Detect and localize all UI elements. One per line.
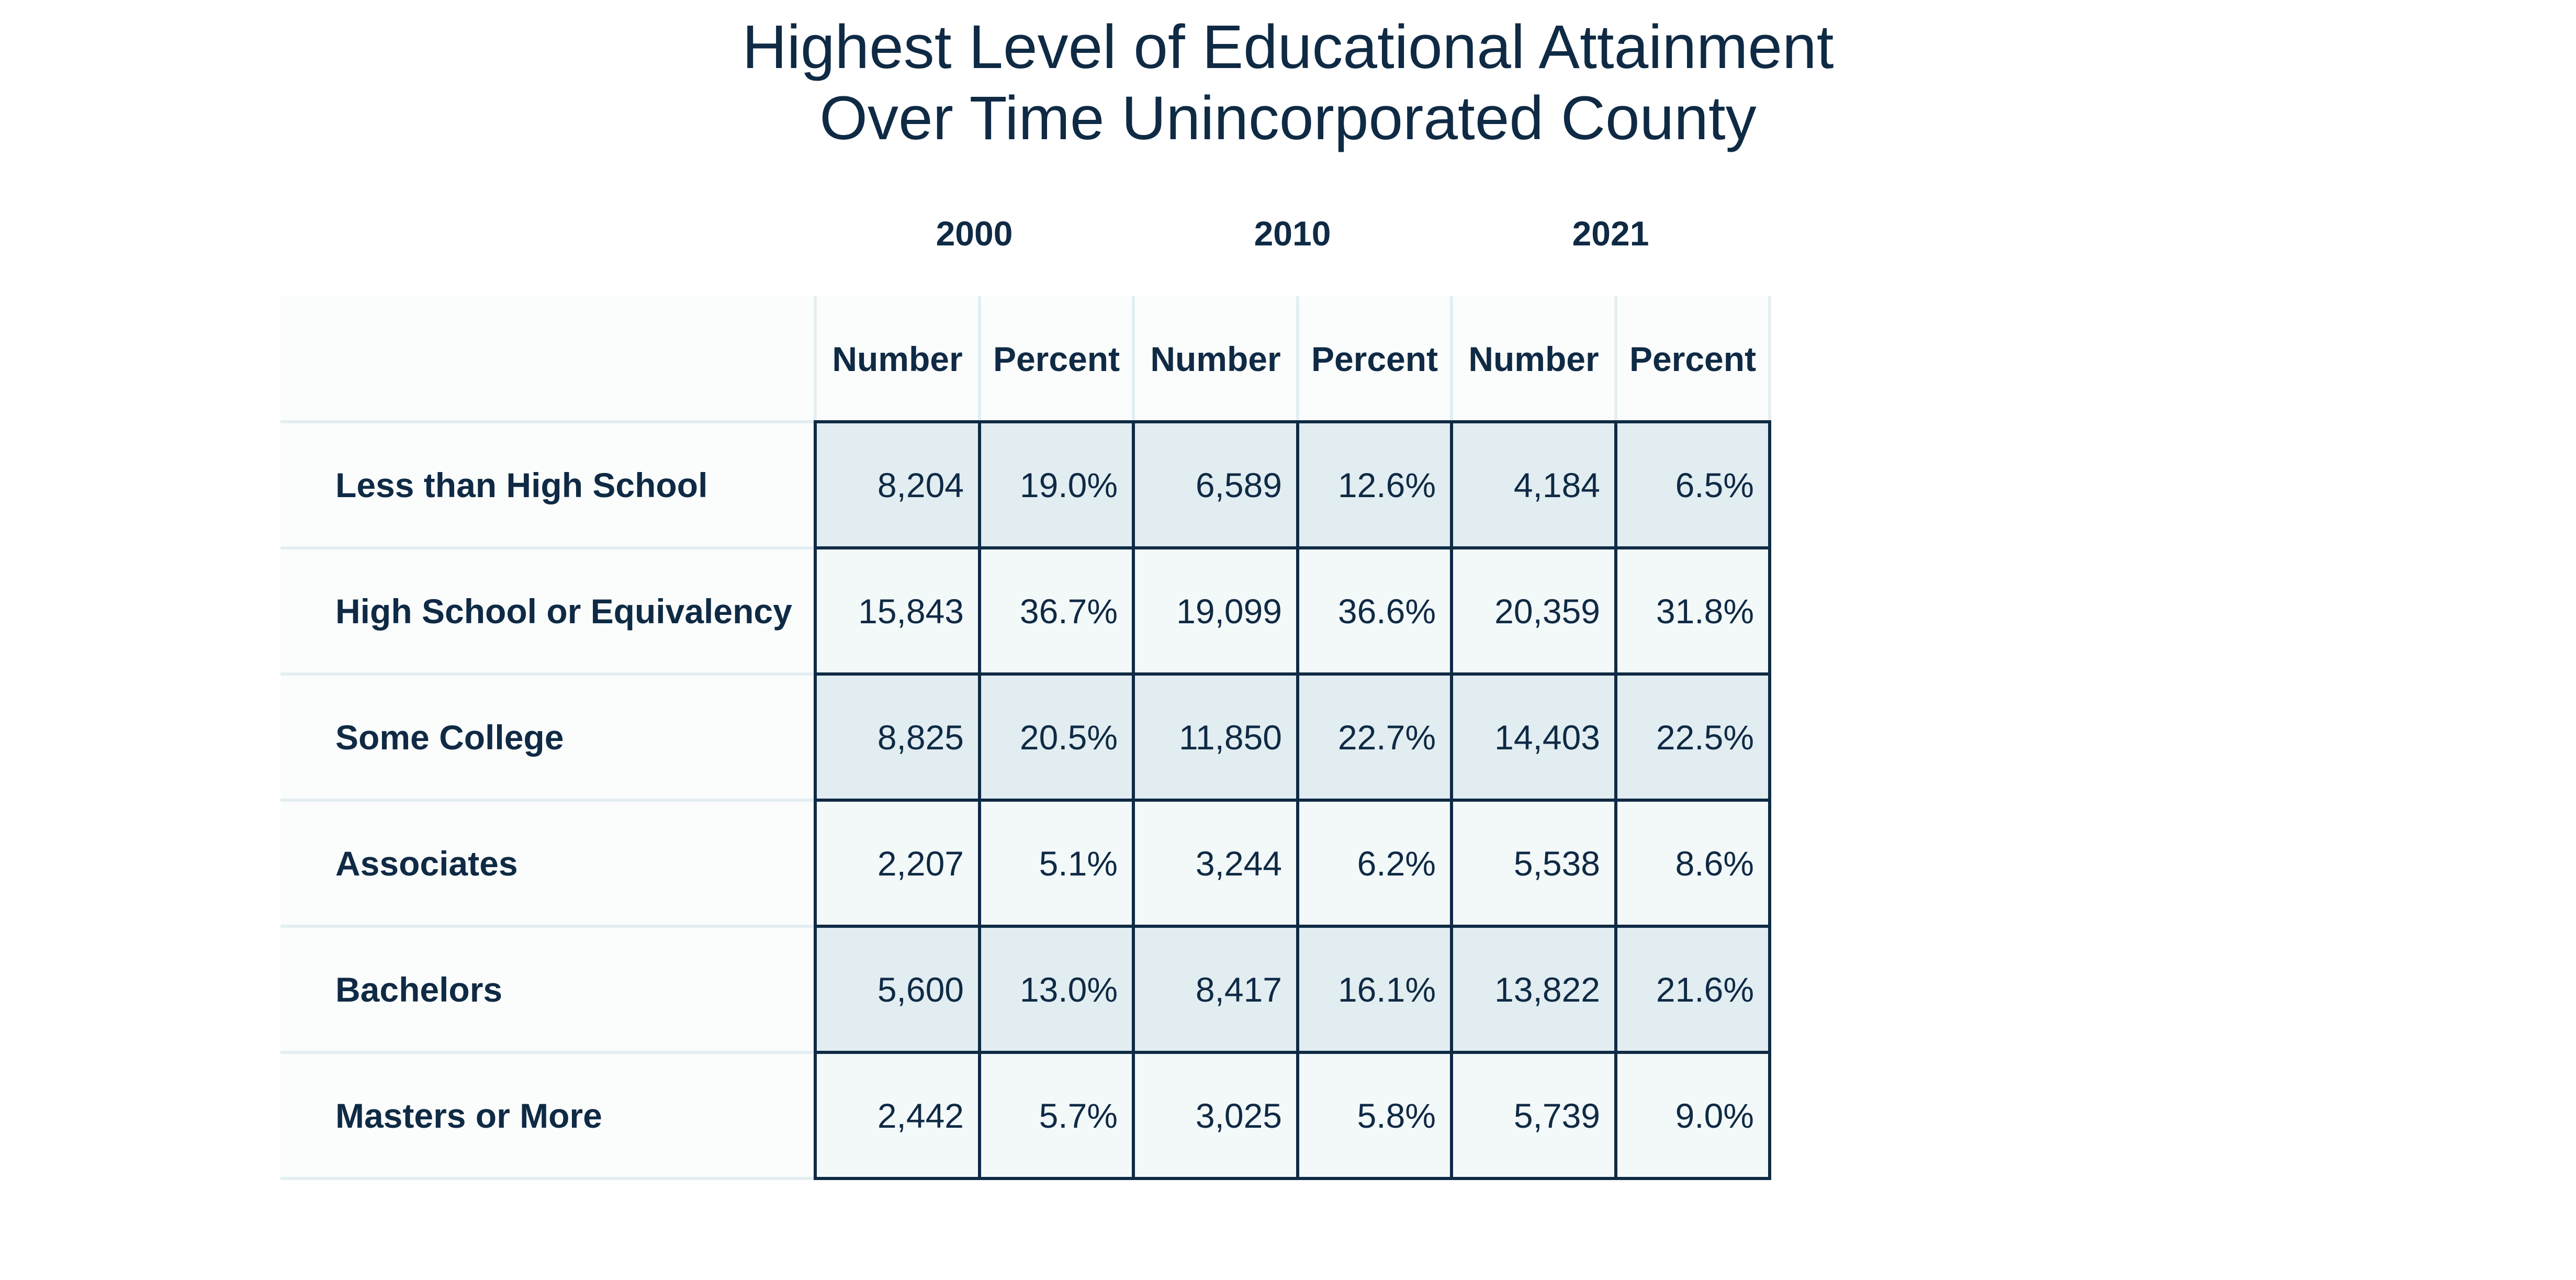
table-cell: 8,825 (877, 717, 964, 757)
table-cell: 5.1% (1039, 844, 1118, 883)
table-cell: 2,442 (877, 1096, 964, 1135)
data-row-divider (815, 1051, 1770, 1054)
table-cell: 36.6% (1337, 591, 1436, 631)
table-cell: 15,843 (858, 591, 964, 631)
row-separator (280, 925, 815, 928)
table-cell: 3,244 (1195, 844, 1282, 883)
label-cell-background (280, 1052, 815, 1178)
table-cell: 36.7% (1019, 591, 1118, 631)
table-cell: 19.0% (1019, 465, 1118, 504)
data-row-divider (815, 672, 1770, 676)
table-cell: 19,099 (1176, 591, 1282, 631)
attainment-table: Number Percent Number Percent Number Percent L… (280, 296, 1771, 1180)
table-cell: 5,600 (877, 970, 964, 1009)
row-separator (280, 672, 815, 676)
column-header-percent: Percent (1629, 340, 1757, 378)
table-cell: 3,025 (1195, 1096, 1282, 1135)
table-cell: 21.6% (1656, 970, 1754, 1009)
header-column-divider (1450, 296, 1453, 422)
year-header-2010: 2010 (1254, 214, 1331, 253)
row-label: Bachelors (335, 970, 503, 1009)
column-header-number: Number (1150, 340, 1281, 378)
table-cell: 8.6% (1675, 844, 1754, 883)
table-cell: 5,739 (1513, 1096, 1600, 1135)
table-cell: 8,417 (1195, 970, 1282, 1009)
header-column-divider (814, 296, 817, 422)
header-row-background (280, 296, 1770, 422)
header-column-divider (1132, 296, 1135, 422)
column-header-number: Number (1468, 340, 1599, 378)
table-cell: 8,204 (877, 465, 964, 504)
row-separator (280, 1177, 815, 1180)
table-cell: 9.0% (1675, 1096, 1754, 1135)
row-label: Masters or More (335, 1096, 602, 1135)
table-cell: 14,403 (1494, 717, 1600, 757)
label-cell-background (280, 422, 815, 548)
label-cell-background (280, 674, 815, 800)
row-label: Some College (335, 717, 564, 757)
row-separator (280, 1051, 815, 1054)
year-header-2000: 2000 (936, 214, 1013, 253)
row-separator (280, 799, 815, 802)
table-cell: 6.5% (1675, 465, 1754, 504)
title-line-1: Highest Level of Educational Attainment (742, 13, 1834, 82)
table-cell: 22.5% (1656, 717, 1754, 757)
table-cell: 5,538 (1513, 844, 1600, 883)
row-label: Associates (335, 844, 518, 883)
column-header-percent: Percent (1311, 340, 1438, 378)
data-row-background (815, 422, 1770, 548)
data-row-divider (815, 546, 1770, 549)
year-header-2021: 2021 (1572, 214, 1649, 253)
header-column-divider (978, 296, 981, 422)
data-row-divider (815, 799, 1770, 802)
data-row-background (815, 800, 1770, 926)
column-header-percent: Percent (993, 340, 1120, 378)
table-cell: 13,822 (1494, 970, 1600, 1009)
table-cell: 5.7% (1039, 1096, 1118, 1135)
table-cell: 22.7% (1337, 717, 1436, 757)
title-line-2: Over Time Unincorporated County (819, 84, 1757, 153)
table-cell: 5.8% (1357, 1096, 1436, 1135)
table-cell: 20,359 (1494, 591, 1600, 631)
data-row-background (815, 548, 1770, 674)
table-cell: 13.0% (1019, 970, 1118, 1009)
header-column-divider (1614, 296, 1617, 422)
table-cell: 20.5% (1019, 717, 1118, 757)
table-cell: 6.2% (1357, 844, 1436, 883)
table-cell: 31.8% (1656, 591, 1754, 631)
label-cell-background (280, 800, 815, 926)
label-cell-background (280, 548, 815, 674)
chart-title: Highest Level of Educational Attainment … (0, 12, 2576, 154)
row-separator (280, 420, 815, 423)
table-cell: 12.6% (1337, 465, 1436, 504)
row-label: High School or Equivalency (335, 591, 792, 631)
data-row-background (815, 926, 1770, 1052)
data-row-background (815, 674, 1770, 800)
row-separator (280, 546, 815, 549)
data-row-background (815, 1052, 1770, 1178)
column-header-number: Number (832, 340, 963, 378)
table-cell: 2,207 (877, 844, 964, 883)
table-cell: 16.1% (1337, 970, 1436, 1009)
table-cell: 11,850 (1179, 717, 1282, 757)
header-column-divider (1768, 296, 1771, 422)
label-cell-background (280, 926, 815, 1052)
table-cell: 4,184 (1513, 465, 1600, 504)
header-column-divider (1296, 296, 1299, 422)
data-row-divider (815, 925, 1770, 928)
table-cell: 6,589 (1195, 465, 1282, 504)
row-label: Less than High School (335, 465, 708, 504)
